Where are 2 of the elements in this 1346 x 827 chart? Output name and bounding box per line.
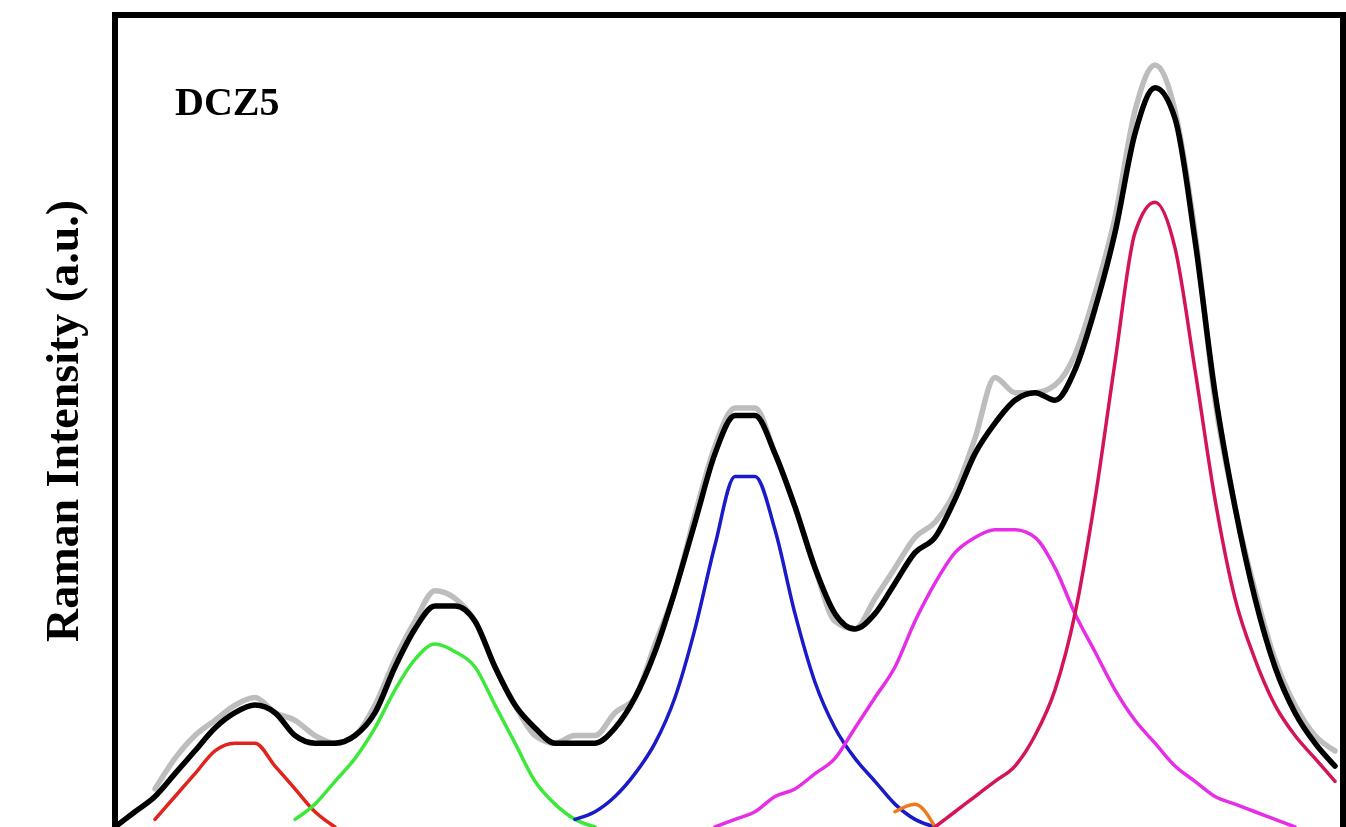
y-axis-title: Raman Intensity (a.u.) [37,199,88,643]
chart-title: DCZ5 [175,79,280,124]
